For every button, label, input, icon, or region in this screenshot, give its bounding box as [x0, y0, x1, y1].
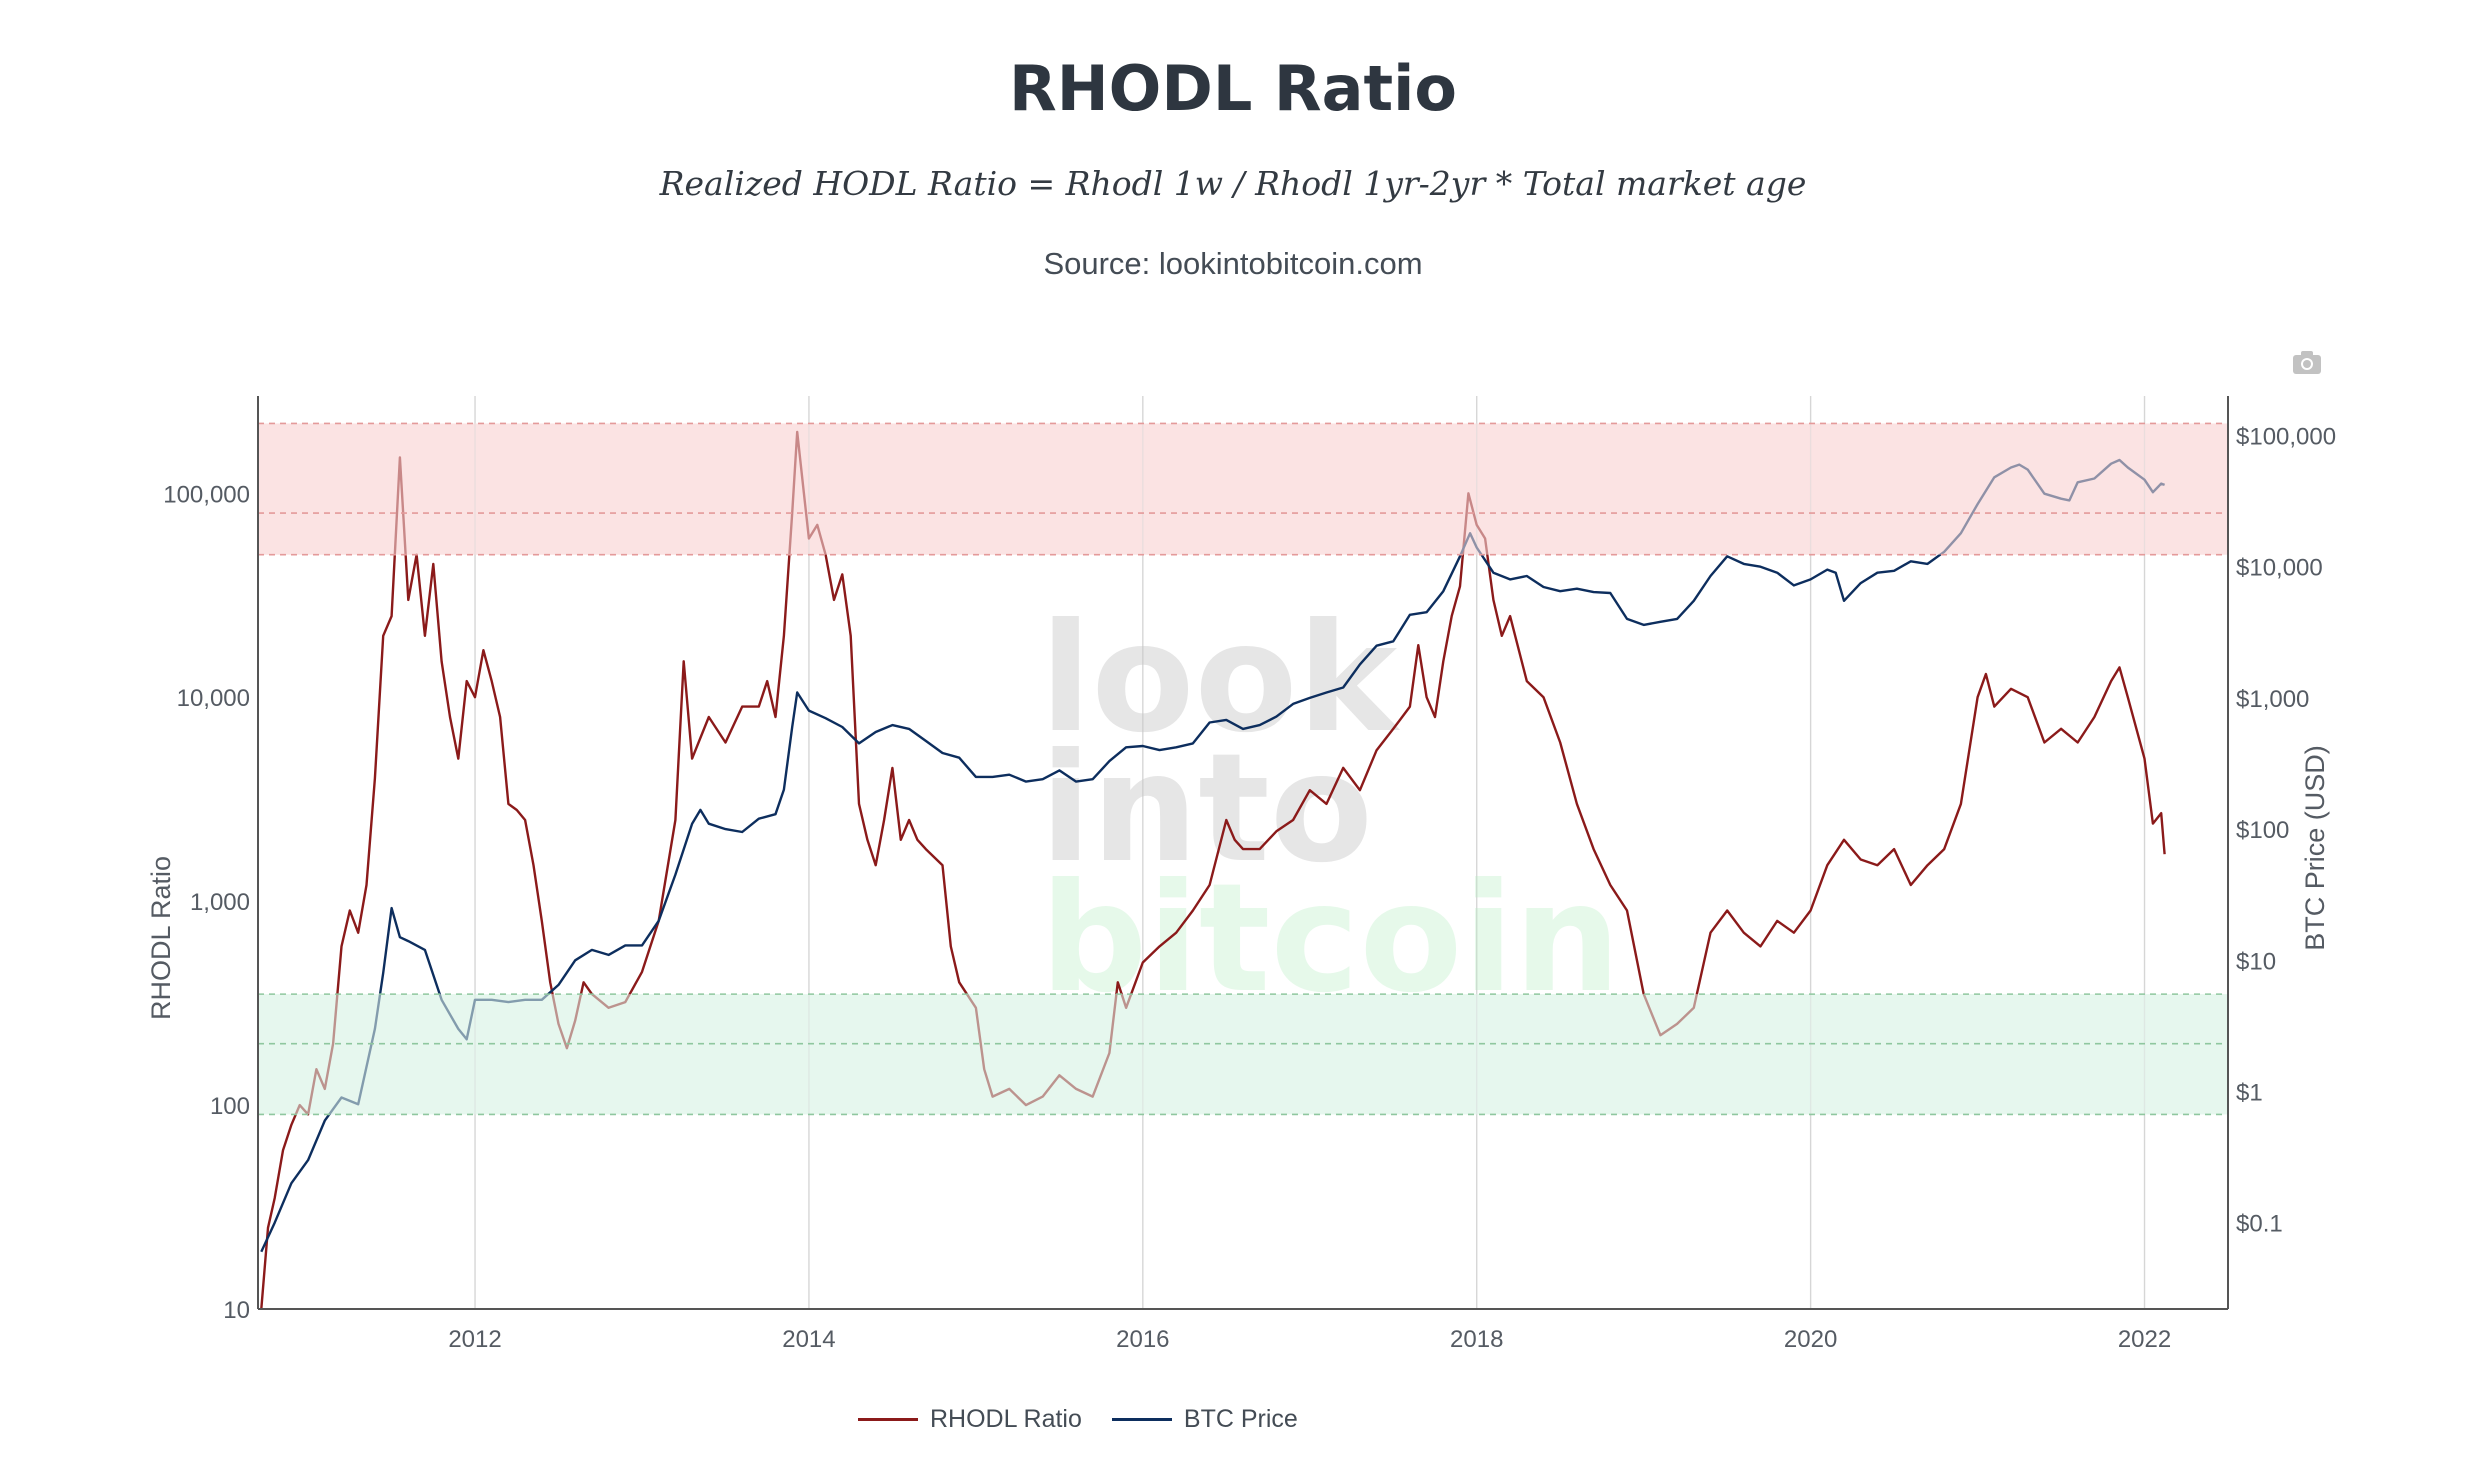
watermark-look: look — [1040, 592, 1401, 766]
x-tick-label: 2016 — [1116, 1326, 1169, 1353]
series-line-btc — [260, 458, 2166, 1253]
watermark-into: into — [1040, 722, 1373, 896]
band-overlay-undervalued — [258, 994, 2228, 1115]
legend-label-rhodl: RHODL Ratio — [930, 1405, 1082, 1433]
x-tick-label: 2012 — [448, 1326, 501, 1353]
y-right-tick-label: $100 — [2236, 817, 2289, 844]
band-overlay-layer — [258, 422, 2228, 1116]
band-overlay-overheated — [258, 423, 2228, 555]
y-right-tick-label: $1 — [2236, 1080, 2263, 1107]
y-right-tick-label: $10 — [2236, 948, 2276, 975]
legend-swatch-btc — [1111, 1418, 1172, 1421]
legend-swatch-rhodl — [858, 1418, 918, 1421]
y-axis-right-label: BTC Price (USD) — [2300, 745, 2330, 951]
x-tick-label: 2014 — [782, 1326, 835, 1353]
y-left-tick-label: 100,000 — [163, 481, 250, 508]
legend: RHODL Ratio BTC Price — [858, 1405, 1298, 1434]
chart-formula: Realized HODL Ratio = Rhodl 1w / Rhodl 1… — [659, 164, 1807, 203]
watermark: look into bitcoin — [1040, 592, 1621, 1026]
y-left-tick-label: 1,000 — [190, 889, 250, 916]
y-left-tick-label: 10,000 — [177, 685, 250, 712]
y-left-tick-label: 100 — [210, 1093, 250, 1120]
y-left-tick-label: 10 — [223, 1297, 250, 1324]
axes-layer: 10 100 1,000 10,000 100,000 $0.1 $1 $10 $100 $1,0… — [163, 396, 2336, 1353]
x-tick-label: 2022 — [2118, 1326, 2171, 1353]
y-right-tick-label: $1,000 — [2236, 686, 2309, 713]
y-right-tick-label: $0.1 — [2236, 1211, 2283, 1238]
legend-item-rhodl[interactable]: RHODL Ratio — [858, 1405, 1082, 1434]
legend-label-btc: BTC Price — [1183, 1405, 1298, 1433]
chart-title: RHODL Ratio — [1009, 52, 1457, 125]
series-layer — [260, 430, 2166, 1310]
x-tick-label: 2020 — [1784, 1326, 1837, 1353]
series-line-rhodl — [260, 430, 2166, 1310]
chart-source: Source: lookintobitcoin.com — [1043, 246, 1423, 281]
y-axis-left-label: RHODL Ratio — [146, 856, 176, 1020]
camera-icon[interactable] — [2290, 346, 2324, 380]
y-right-tick-label: $10,000 — [2236, 555, 2323, 582]
x-tick-label: 2018 — [1450, 1326, 1503, 1353]
y-right-tick-label: $100,000 — [2236, 423, 2336, 450]
legend-item-btc[interactable]: BTC Price — [1111, 1405, 1298, 1434]
